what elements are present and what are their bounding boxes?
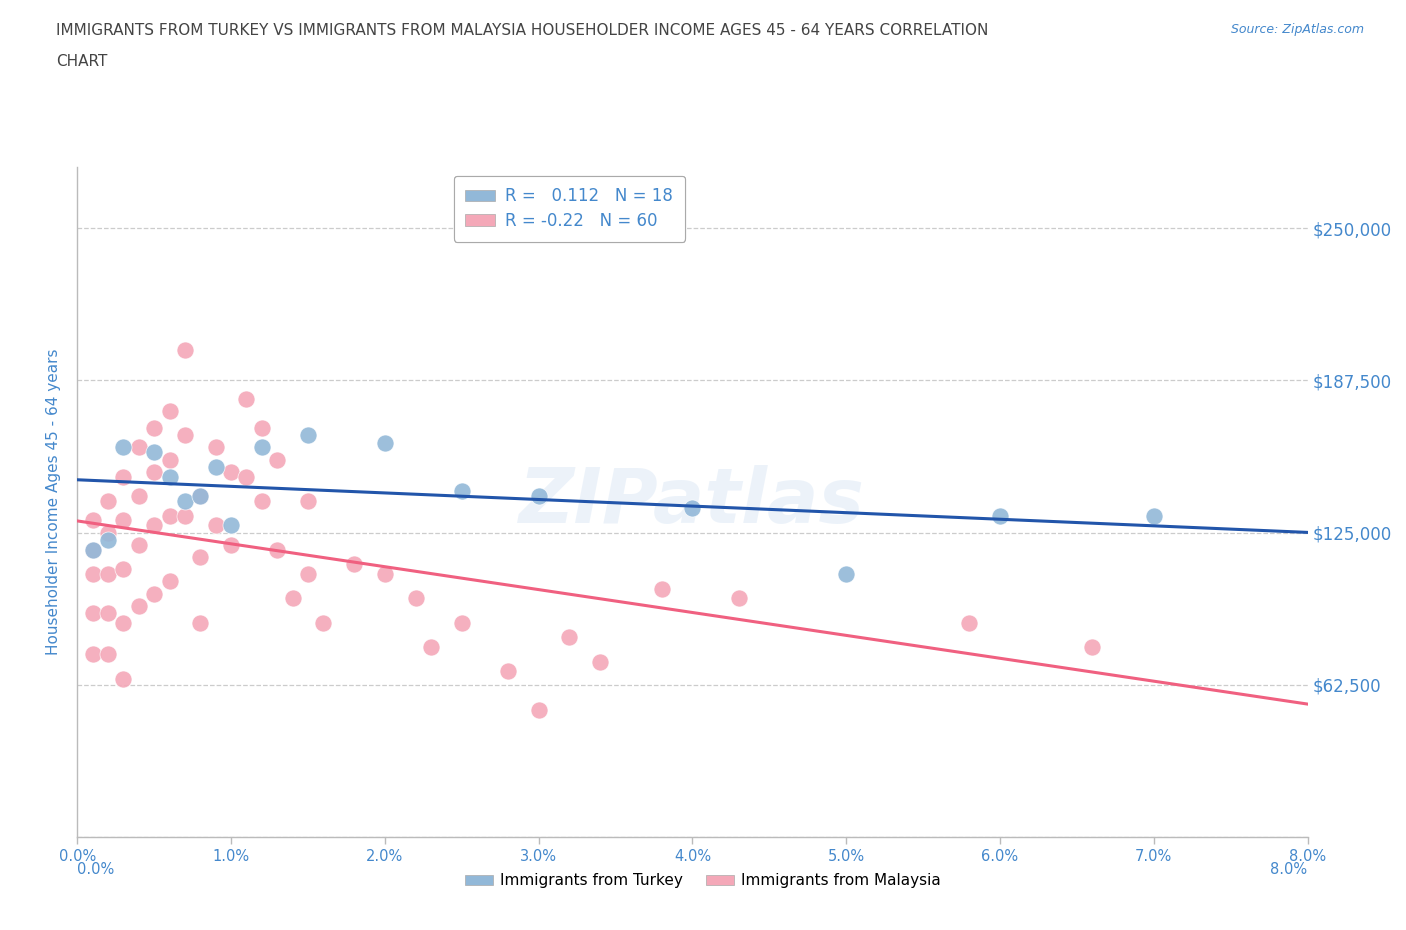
Point bbox=[97, 605, 120, 620]
Point bbox=[312, 616, 335, 631]
Point bbox=[174, 342, 197, 357]
Text: 0.0%: 0.0% bbox=[77, 862, 114, 877]
Point bbox=[250, 440, 273, 455]
Point bbox=[1143, 508, 1166, 523]
Legend: R =   0.112   N = 18, R = -0.22   N = 60: R = 0.112 N = 18, R = -0.22 N = 60 bbox=[454, 176, 685, 242]
Point bbox=[190, 616, 212, 631]
Point bbox=[159, 470, 181, 485]
Point bbox=[128, 488, 150, 503]
Point bbox=[450, 484, 472, 498]
Point bbox=[727, 591, 749, 605]
Point bbox=[219, 538, 242, 552]
Point bbox=[82, 566, 104, 581]
Point bbox=[266, 542, 288, 557]
Point bbox=[112, 562, 135, 577]
Point bbox=[190, 488, 212, 503]
Point bbox=[651, 581, 673, 596]
Point bbox=[143, 586, 166, 601]
Point bbox=[450, 616, 472, 631]
Point bbox=[82, 647, 104, 662]
Point bbox=[128, 538, 150, 552]
Point bbox=[174, 428, 197, 443]
Point bbox=[159, 404, 181, 418]
Text: CHART: CHART bbox=[56, 54, 108, 69]
Point bbox=[82, 605, 104, 620]
Point bbox=[143, 420, 166, 435]
Point bbox=[204, 518, 226, 533]
Point bbox=[405, 591, 427, 605]
Point bbox=[250, 494, 273, 509]
Point bbox=[97, 494, 120, 509]
Point bbox=[174, 494, 197, 509]
Point bbox=[97, 525, 120, 540]
Point bbox=[266, 452, 288, 467]
Point bbox=[159, 574, 181, 589]
Point bbox=[174, 508, 197, 523]
Point bbox=[143, 464, 166, 479]
Point bbox=[589, 654, 612, 669]
Point bbox=[159, 452, 181, 467]
Point bbox=[112, 671, 135, 686]
Point bbox=[250, 420, 273, 435]
Point bbox=[112, 440, 135, 455]
Point bbox=[190, 488, 212, 503]
Point bbox=[235, 392, 257, 406]
Point bbox=[297, 566, 319, 581]
Point bbox=[496, 664, 519, 679]
Point bbox=[343, 557, 366, 572]
Point bbox=[128, 598, 150, 613]
Text: IMMIGRANTS FROM TURKEY VS IMMIGRANTS FROM MALAYSIA HOUSEHOLDER INCOME AGES 45 - : IMMIGRANTS FROM TURKEY VS IMMIGRANTS FRO… bbox=[56, 23, 988, 38]
Point bbox=[82, 542, 104, 557]
Point bbox=[219, 518, 242, 533]
Point bbox=[988, 508, 1011, 523]
Point bbox=[558, 630, 581, 644]
Point bbox=[235, 470, 257, 485]
Point bbox=[82, 542, 104, 557]
Text: 8.0%: 8.0% bbox=[1271, 862, 1308, 877]
Point bbox=[97, 566, 120, 581]
Point bbox=[374, 435, 396, 450]
Point bbox=[97, 533, 120, 548]
Point bbox=[1081, 640, 1104, 655]
Point bbox=[112, 616, 135, 631]
Point bbox=[957, 616, 980, 631]
Point bbox=[527, 703, 550, 718]
Point bbox=[527, 488, 550, 503]
Point bbox=[297, 494, 319, 509]
Point bbox=[374, 566, 396, 581]
Y-axis label: Householder Income Ages 45 - 64 years: Householder Income Ages 45 - 64 years bbox=[46, 349, 62, 656]
Point bbox=[143, 445, 166, 459]
Point bbox=[835, 566, 858, 581]
Point bbox=[128, 440, 150, 455]
Point bbox=[143, 518, 166, 533]
Point bbox=[297, 428, 319, 443]
Point bbox=[82, 513, 104, 528]
Legend: Immigrants from Turkey, Immigrants from Malaysia: Immigrants from Turkey, Immigrants from … bbox=[458, 868, 948, 895]
Point bbox=[204, 459, 226, 474]
Point bbox=[204, 440, 226, 455]
Point bbox=[281, 591, 304, 605]
Point bbox=[190, 550, 212, 565]
Text: Source: ZipAtlas.com: Source: ZipAtlas.com bbox=[1230, 23, 1364, 36]
Point bbox=[159, 508, 181, 523]
Point bbox=[682, 501, 704, 516]
Text: ZIPatlas: ZIPatlas bbox=[519, 465, 866, 539]
Point bbox=[112, 513, 135, 528]
Point bbox=[420, 640, 443, 655]
Point bbox=[97, 647, 120, 662]
Point bbox=[219, 464, 242, 479]
Point bbox=[112, 470, 135, 485]
